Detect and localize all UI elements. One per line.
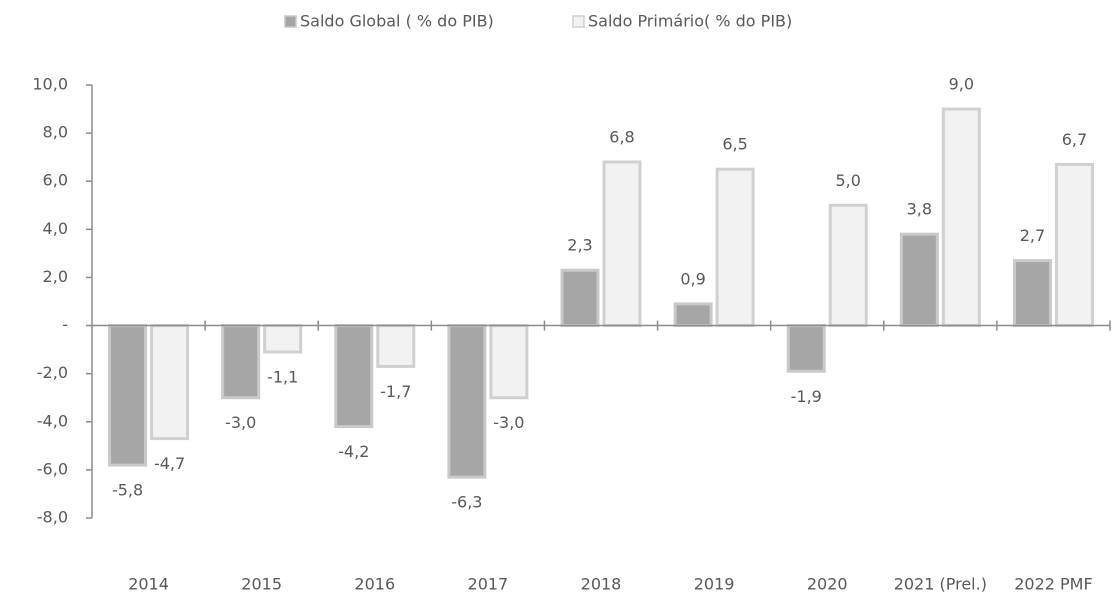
x-tick-label: 2015 xyxy=(241,575,282,594)
x-tick-label: 2019 xyxy=(694,575,735,594)
bar xyxy=(899,232,939,328)
value-label: -1,9 xyxy=(791,387,822,406)
value-label: -4,2 xyxy=(338,442,369,461)
x-tick-label: 2014 xyxy=(128,575,169,594)
bar xyxy=(560,268,600,328)
value-label: 5,0 xyxy=(835,171,860,190)
y-tick-label: 6,0 xyxy=(43,171,68,190)
bar xyxy=(828,203,868,328)
y-tick-label: 4,0 xyxy=(43,219,68,238)
legend-swatch xyxy=(572,15,585,28)
x-tick-label: 2016 xyxy=(354,575,395,594)
y-tick-label: -4,0 xyxy=(37,411,68,430)
bar xyxy=(334,324,374,429)
bar xyxy=(1012,259,1052,328)
y-tick-label: 10,0 xyxy=(32,75,68,94)
value-label: 2,3 xyxy=(567,236,592,255)
x-tick-label: 2021 (Prel.) xyxy=(894,575,987,594)
bar xyxy=(602,160,642,328)
y-tick-label: 8,0 xyxy=(43,123,68,142)
x-tick-label: 2022 PMF xyxy=(1014,575,1092,594)
value-label: 6,5 xyxy=(722,135,747,154)
legend-swatch xyxy=(284,15,297,28)
value-label: -5,8 xyxy=(112,481,143,500)
x-tick-label: 2018 xyxy=(581,575,622,594)
value-label: -1,7 xyxy=(380,382,411,401)
value-label: -4,7 xyxy=(154,454,185,473)
value-label: -3,0 xyxy=(493,413,524,432)
value-label: -6,3 xyxy=(451,493,482,512)
bar xyxy=(715,167,755,328)
value-label: 0,9 xyxy=(680,269,705,288)
value-label: 9,0 xyxy=(949,75,974,94)
y-tick-label: - xyxy=(62,315,68,334)
bar xyxy=(786,324,826,373)
legend-label: Saldo Global ( % do PIB) xyxy=(300,12,494,31)
bar xyxy=(221,324,261,400)
value-label: -3,0 xyxy=(225,413,256,432)
bar xyxy=(376,324,416,368)
y-tick-label: -2,0 xyxy=(37,363,68,382)
x-tick-label: 2020 xyxy=(807,575,848,594)
value-label: 2,7 xyxy=(1020,226,1045,245)
bar xyxy=(447,324,487,479)
value-label: 6,8 xyxy=(609,127,634,146)
bar xyxy=(150,324,190,441)
bar xyxy=(941,107,981,328)
y-tick-label: -6,0 xyxy=(37,459,68,478)
legend-label: Saldo Primário( % do PIB) xyxy=(588,12,792,31)
bar xyxy=(673,302,713,328)
bar xyxy=(263,324,303,354)
x-tick-label: 2017 xyxy=(468,575,509,594)
value-label: 3,8 xyxy=(907,200,932,219)
y-tick-label: -8,0 xyxy=(37,508,68,527)
value-label: -1,1 xyxy=(267,368,298,387)
y-tick-label: 2,0 xyxy=(43,267,68,286)
bar xyxy=(1054,162,1094,328)
bar xyxy=(489,324,529,400)
bar xyxy=(108,324,148,467)
value-label: 6,7 xyxy=(1062,130,1087,149)
